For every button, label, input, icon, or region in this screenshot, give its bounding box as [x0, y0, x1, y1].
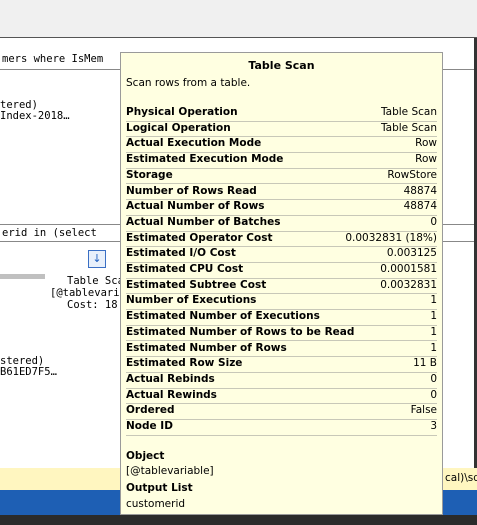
property-label: Actual Number of Rows: [126, 200, 265, 213]
section-heading: Output List: [126, 482, 193, 494]
property-row: Estimated Execution Mode Row: [126, 152, 437, 169]
property-label: Estimated Number of Rows: [126, 341, 287, 354]
plan-text: tered): [0, 99, 38, 111]
property-row: Estimated Subtree Cost 0.0032831: [126, 278, 437, 295]
status-text: cal)\sql: [445, 472, 477, 484]
plan-text: B61ED7F5…: [0, 366, 57, 378]
property-label: Actual Rewinds: [126, 388, 217, 401]
property-row: Estimated Number of Executions 1: [126, 309, 437, 326]
property-value: 0: [430, 372, 437, 385]
property-label: Actual Execution Mode: [126, 137, 262, 150]
property-row: Actual Execution Mode Row: [126, 136, 437, 154]
tooltip-description: Scan rows from a table.: [126, 77, 251, 89]
property-row: Estimated Operator Cost 0.0032831 (18%): [126, 231, 437, 248]
footer: [0, 515, 477, 525]
property-row: Logical Operation Table Scan: [126, 121, 437, 138]
property-value: 1: [430, 294, 437, 307]
property-label: Estimated I/O Cost: [126, 247, 236, 260]
property-value: Table Scan: [380, 106, 437, 118]
property-value: 0.003125: [386, 247, 437, 260]
property-label: Ordered: [126, 404, 175, 417]
property-row: Actual Number of Rows 48874: [126, 199, 437, 216]
property-value: Row: [415, 153, 437, 166]
property-label: Storage: [126, 168, 173, 181]
property-value: 1: [430, 325, 437, 338]
operator-label: [@tablevaris: [50, 287, 126, 299]
property-value: 0: [430, 388, 437, 401]
property-label: Estimated Subtree Cost: [126, 278, 267, 291]
property-row: Physical Operation Table Scan: [126, 105, 437, 122]
scroll-bar: [0, 274, 45, 279]
property-label: Number of Rows Read: [126, 184, 257, 197]
property-value: 1: [430, 341, 437, 354]
tooltip: Table Scan Scan rows from a table. Physi…: [120, 52, 443, 515]
section-heading: Object: [126, 450, 165, 462]
property-value: 0.0032831: [380, 278, 437, 291]
property-label: Estimated Number of Executions: [126, 310, 320, 323]
property-row: Number of Rows Read 48874: [126, 184, 437, 201]
property-label: Estimated Execution Mode: [126, 153, 284, 166]
property-value: Table Scan: [380, 121, 437, 134]
property-value: 48874: [403, 184, 437, 197]
property-value: 1: [430, 310, 437, 323]
property-value: 0.0032831 (18%): [345, 231, 437, 244]
edge: [474, 38, 477, 468]
property-label: Estimated Operator Cost: [126, 231, 273, 244]
property-label: Actual Rebinds: [126, 372, 215, 385]
property-row: Number of Executions 1: [126, 293, 437, 311]
property-row: Actual Rebinds 0: [126, 372, 437, 389]
operator-label: Table Sca: [67, 275, 124, 287]
property-label: Number of Executions: [126, 294, 257, 307]
property-label: Estimated Number of Rows to be Read: [126, 325, 355, 338]
section-value: customerid: [126, 498, 186, 510]
property-label: Estimated CPU Cost: [126, 263, 244, 275]
property-value: 0: [430, 215, 437, 228]
operator-label: Cost: 18: [67, 299, 118, 311]
query-text: mers where IsMem: [2, 53, 104, 65]
property-label: Node ID: [126, 420, 173, 432]
query-text: erid in (select: [2, 227, 97, 239]
property-value: 11 B: [413, 357, 437, 370]
property-row: Estimated CPU Cost 0.0001581: [126, 262, 437, 279]
section-value: [@tablevariable]: [126, 465, 214, 477]
property-value: 48874: [403, 200, 437, 213]
plan-text: Index-2018…: [0, 110, 70, 122]
tooltip-title: Table Scan: [248, 59, 315, 72]
toolbar: [0, 0, 477, 38]
property-row: Estimated Number of Rows 1: [126, 341, 437, 358]
property-label: Physical Operation: [126, 106, 238, 118]
plan-text: stered): [0, 355, 45, 367]
property-row: Ordered False: [126, 403, 437, 420]
property-row: Node ID 3: [126, 419, 437, 436]
property-value: 3: [430, 420, 437, 432]
property-label: Logical Operation: [126, 121, 231, 134]
property-label: Actual Number of Batches: [126, 215, 281, 228]
property-value: RowStore: [387, 168, 437, 181]
property-label: Estimated Row Size: [126, 357, 243, 370]
property-row: Actual Number of Batches 0: [126, 215, 437, 232]
property-row: Estimated I/O Cost 0.003125: [126, 246, 437, 263]
property-row: Estimated Number of Rows to be Read 1: [126, 325, 437, 342]
operator-icon[interactable]: ↓: [88, 250, 106, 268]
property-row: Estimated Row Size 11 B: [126, 356, 437, 373]
property-row: Storage RowStore: [126, 168, 437, 185]
property-value: Row: [415, 137, 437, 150]
property-value: 0.0001581: [380, 263, 437, 275]
property-row: Actual Rewinds 0: [126, 388, 437, 405]
property-value: False: [410, 404, 437, 417]
